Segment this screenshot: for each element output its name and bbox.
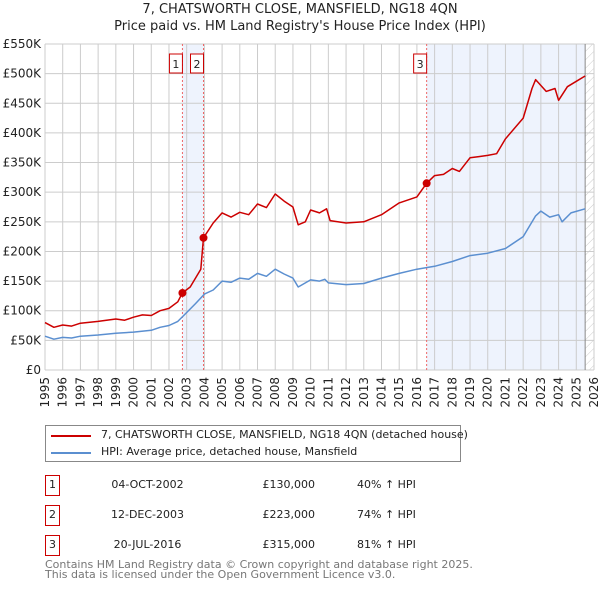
- footer-licence: This data is licensed under the Open Gov…: [45, 568, 396, 581]
- sale-row: 1 04-OCT-2002 £130,000 40% ↑ HPI: [45, 475, 465, 497]
- x-tick-label: 2021: [498, 377, 512, 408]
- x-tick-label: 1999: [109, 377, 123, 408]
- x-tick-label: 2011: [321, 377, 335, 408]
- x-tick-label: 2007: [251, 377, 265, 408]
- x-tick-label: 2000: [127, 377, 141, 408]
- legend-label-hpi: HPI: Average price, detached house, Mans…: [101, 445, 358, 458]
- legend-line-hpi: [51, 452, 91, 454]
- series-line-property: [44, 75, 586, 329]
- y-tick-label: £550K: [3, 37, 43, 51]
- y-tick-label: £100K: [3, 304, 43, 318]
- x-tick-label: 2005: [215, 377, 229, 408]
- x-tick-label: 2017: [428, 377, 442, 408]
- sale-marker-label: 3: [417, 58, 424, 71]
- sale-point: [178, 288, 187, 297]
- sale-date: 12-DEC-2003: [110, 508, 185, 521]
- x-tick-label: 2014: [374, 377, 388, 408]
- sale-date: 20-JUL-2016: [113, 538, 182, 551]
- y-tick-label: £50K: [10, 333, 42, 347]
- x-tick-label: 2004: [197, 377, 211, 408]
- y-tick-label: £300K: [3, 185, 43, 199]
- future-hatch: [585, 44, 594, 370]
- sale-hpi-change: 40% ↑ HPI: [357, 478, 416, 491]
- x-tick-label: 2023: [534, 377, 548, 408]
- chart-title: 7, CHATSWORTH CLOSE, MANSFIELD, NG18 4QN: [142, 2, 458, 17]
- sale-price: £130,000: [262, 478, 316, 491]
- y-tick-label: £450K: [3, 96, 43, 110]
- legend: 7, CHATSWORTH CLOSE, MANSFIELD, NG18 4QN…: [45, 425, 468, 462]
- x-tick-label: 2009: [286, 377, 300, 408]
- y-tick-label: £250K: [3, 215, 43, 229]
- sale-point: [422, 179, 431, 188]
- sale-badge: 2: [45, 505, 60, 526]
- legend-item-hpi: HPI: Average price, detached house, Mans…: [46, 445, 460, 461]
- x-tick-label: 2010: [304, 377, 318, 408]
- y-tick-label: £500K: [3, 67, 43, 81]
- x-tick-label: 2006: [233, 377, 247, 408]
- sale-hpi-change: 81% ↑ HPI: [357, 538, 416, 551]
- legend-label-property: 7, CHATSWORTH CLOSE, MANSFIELD, NG18 4QN…: [101, 428, 468, 441]
- x-tick-label: 2026: [587, 377, 600, 408]
- x-tick-label: 2022: [516, 377, 530, 408]
- x-tick-label: 2001: [144, 377, 158, 408]
- sale-marker-label: 2: [194, 58, 201, 71]
- sale-date: 04-OCT-2002: [111, 478, 184, 491]
- sale-row: 3 20-JUL-2016 £315,000 81% ↑ HPI: [45, 535, 465, 557]
- sale-point: [199, 233, 208, 242]
- legend-item-property: 7, CHATSWORTH CLOSE, MANSFIELD, NG18 4QN…: [46, 428, 468, 444]
- x-tick-label: 1995: [38, 377, 52, 408]
- x-tick-label: 2016: [410, 377, 424, 408]
- sale-price: £315,000: [262, 538, 316, 551]
- x-tick-label: 2003: [180, 377, 194, 408]
- y-tick-label: £400K: [3, 126, 43, 140]
- x-tick-label: 2008: [268, 377, 282, 408]
- sale-hpi-change: 74% ↑ HPI: [357, 508, 416, 521]
- sale-price: £223,000: [262, 508, 316, 521]
- x-tick-label: 2025: [569, 377, 583, 408]
- sale-row: 2 12-DEC-2003 £223,000 74% ↑ HPI: [45, 505, 465, 527]
- sale-marker-badge: [413, 53, 428, 74]
- x-tick-label: 2015: [392, 377, 406, 408]
- x-tick-label: 2019: [463, 377, 477, 408]
- x-tick-label: 2002: [162, 377, 176, 408]
- x-tick-label: 2012: [339, 377, 353, 408]
- x-tick-label: 2024: [552, 377, 566, 408]
- legend-line-property: [51, 435, 91, 437]
- x-tick-label: 1996: [56, 377, 70, 408]
- y-tick-label: £350K: [3, 156, 43, 170]
- x-tick-label: 2020: [481, 377, 495, 408]
- footer: Contains HM Land Registry data © Crown c…: [45, 558, 473, 581]
- sale-badge: 1: [45, 475, 60, 496]
- x-tick-label: 2018: [445, 377, 459, 408]
- x-tick-label: 2013: [357, 377, 371, 408]
- sale-badge: 3: [45, 535, 60, 556]
- sale-marker-label: 1: [172, 58, 179, 71]
- series-line-hpi: [44, 208, 586, 340]
- y-tick-label: £150K: [3, 274, 43, 288]
- chart-subtitle: Price paid vs. HM Land Registry's House …: [114, 19, 486, 34]
- sale-marker-badge: [168, 53, 183, 74]
- price-chart: 1995 1996 1997 1998 1999 2000 2001 2002 2003 2004…: [3, 37, 600, 408]
- y-tick-label: £200K: [3, 244, 43, 258]
- ownership-shade: [182, 44, 204, 370]
- x-tick-label: 1998: [91, 377, 105, 408]
- x-tick-label: 1997: [73, 377, 87, 408]
- sale-marker-badge: [190, 53, 205, 74]
- y-tick-label: £0: [26, 363, 41, 377]
- footer-copyright: Contains HM Land Registry data © Crown c…: [45, 558, 473, 571]
